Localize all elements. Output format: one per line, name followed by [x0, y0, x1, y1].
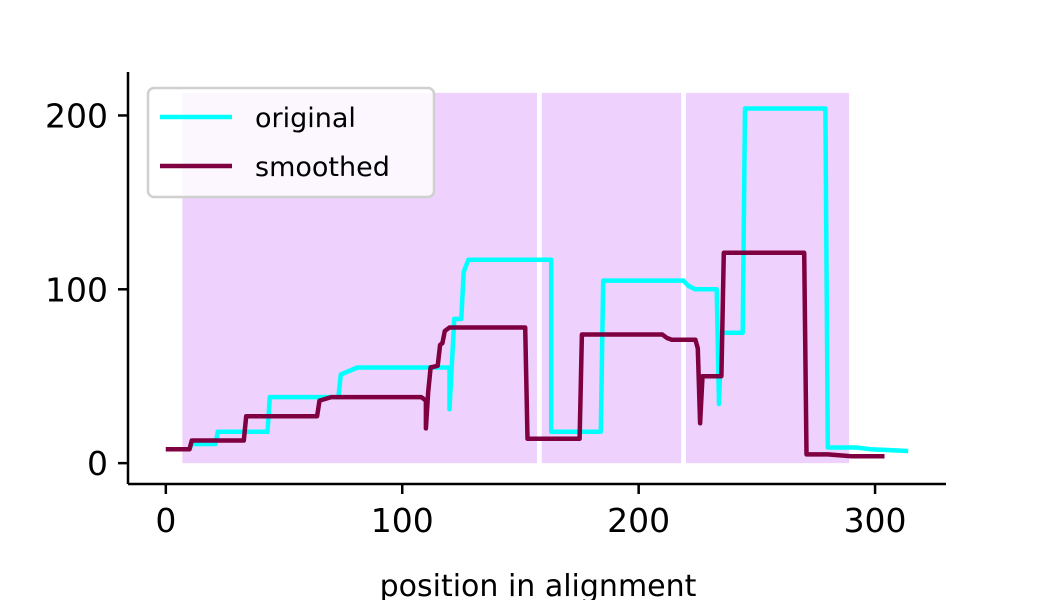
axes: [126, 72, 946, 486]
series-lines: [165, 106, 909, 459]
y-tick-label: 0: [87, 444, 108, 483]
y-ticks: 0 100 200: [45, 96, 128, 483]
x-tick-label: 200: [607, 501, 670, 540]
x-tick-label: 300: [844, 501, 907, 540]
x-tick-label: 0: [155, 501, 176, 540]
y-tick-label: 100: [45, 270, 108, 309]
x-ticks: 0 100 200 300: [155, 484, 907, 540]
x-axis-title: position in alignment: [380, 569, 697, 600]
shaded-region-1: [541, 92, 682, 464]
legend-label-smoothed: smoothed: [255, 152, 390, 183]
y-tick-label: 200: [45, 96, 108, 135]
legend-label-original: original: [255, 103, 356, 134]
legend: original smoothed: [146, 86, 436, 199]
shaded-region-2: [685, 92, 850, 464]
x-tick-label: 100: [371, 501, 434, 540]
series-line-smoothed: [165, 250, 885, 459]
